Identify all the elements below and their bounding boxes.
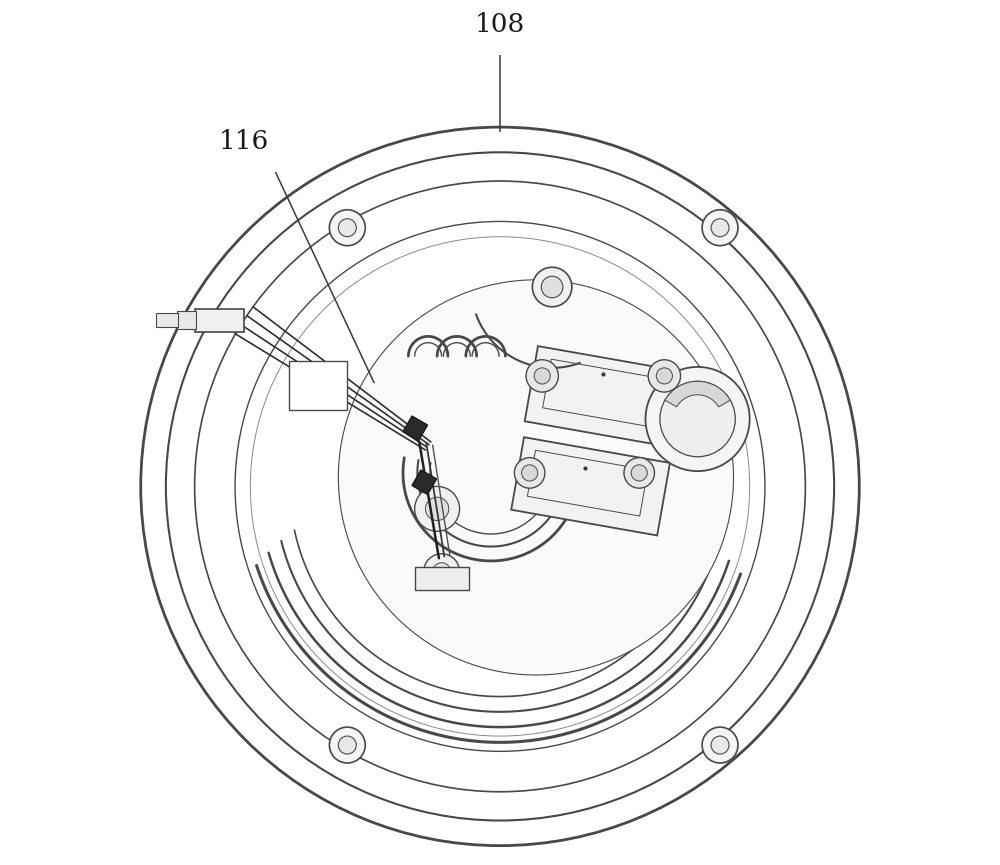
Circle shape	[329, 727, 365, 763]
Bar	[412, 470, 437, 495]
Circle shape	[711, 736, 729, 754]
Circle shape	[631, 465, 647, 481]
Text: 108: 108	[475, 12, 525, 37]
Bar	[525, 346, 693, 449]
Bar	[289, 361, 347, 410]
Circle shape	[433, 563, 451, 580]
Bar	[403, 416, 428, 440]
Text: 116: 116	[219, 129, 269, 154]
Circle shape	[526, 360, 558, 392]
Circle shape	[425, 497, 449, 521]
Circle shape	[338, 736, 356, 754]
Circle shape	[338, 219, 356, 237]
Bar	[195, 309, 244, 332]
Circle shape	[711, 219, 729, 237]
Circle shape	[656, 368, 672, 384]
Circle shape	[424, 554, 460, 590]
Circle shape	[534, 368, 550, 384]
Circle shape	[645, 367, 750, 471]
Circle shape	[522, 465, 538, 481]
Circle shape	[514, 458, 545, 488]
Wedge shape	[665, 381, 730, 407]
Circle shape	[660, 381, 735, 457]
Circle shape	[702, 209, 738, 246]
Circle shape	[624, 458, 654, 488]
Circle shape	[702, 727, 738, 763]
Circle shape	[329, 209, 365, 246]
Circle shape	[532, 267, 572, 307]
Bar	[543, 359, 671, 429]
Bar	[511, 437, 670, 535]
Circle shape	[338, 279, 734, 675]
Circle shape	[648, 360, 681, 392]
Bar	[156, 313, 178, 326]
Circle shape	[415, 486, 460, 531]
Bar	[415, 567, 469, 590]
Bar	[177, 311, 196, 330]
Circle shape	[141, 127, 859, 846]
Bar	[527, 451, 648, 516]
Circle shape	[541, 276, 563, 298]
